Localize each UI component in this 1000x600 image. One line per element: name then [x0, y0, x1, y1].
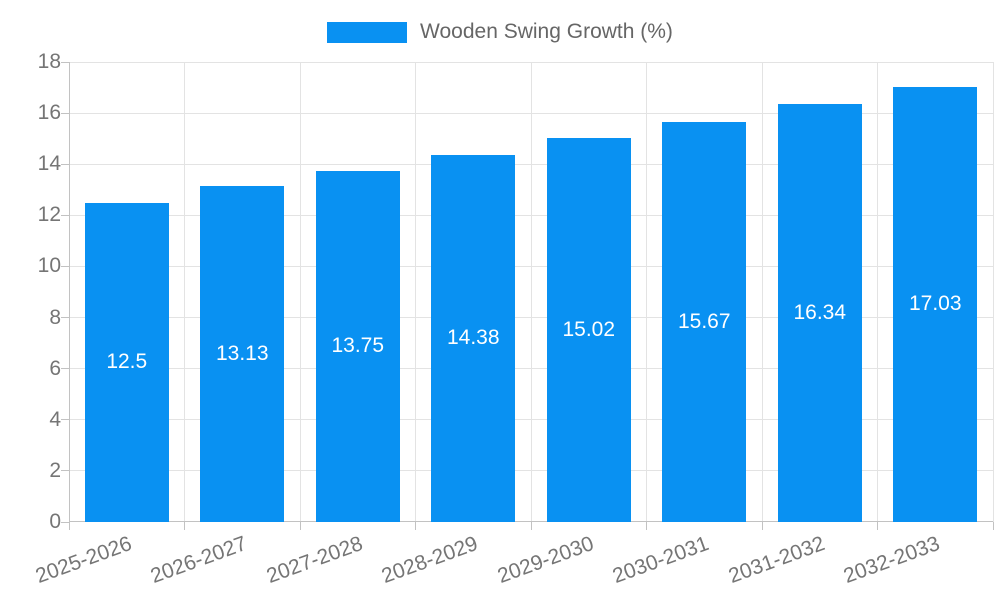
bar-value-label: 13.75: [331, 334, 385, 358]
x-axis-tick-label: 2032-2033: [840, 532, 944, 588]
x-axis-tick-label: 2028-2029: [378, 532, 482, 588]
bar-value-label: 12.5: [106, 350, 148, 374]
legend-color-swatch: [327, 21, 408, 43]
bar[interactable]: [315, 170, 400, 522]
y-axis-tick-label: 12: [37, 203, 61, 227]
bar[interactable]: [200, 186, 285, 522]
x-gridline: [530, 62, 532, 522]
y-axis-tick: [61, 163, 69, 165]
bar[interactable]: [893, 86, 978, 522]
y-axis-tick-label: 2: [49, 458, 61, 482]
x-axis-tick: [415, 522, 416, 530]
x-axis-line: [69, 521, 993, 522]
x-gridline: [761, 62, 763, 522]
x-axis-tick-label: 2027-2028: [263, 532, 366, 588]
x-gridline: [415, 62, 416, 522]
y-axis-tick-label: 10: [37, 254, 61, 278]
bar[interactable]: [431, 154, 516, 522]
y-axis-tick: [61, 470, 69, 472]
bar[interactable]: [777, 104, 862, 522]
x-axis-tick: [68, 522, 70, 530]
bar-value-label: 16.34: [793, 301, 847, 325]
plot-area: 0 2 4 6 8 10 12 14 16 18 12.5 2025-2026 13.13 2026-20…: [32, 50, 994, 588]
y-axis-tick-label: 0: [49, 510, 61, 533]
x-gridline: [184, 62, 185, 522]
bar-value-label: 14.38: [446, 326, 500, 350]
bar[interactable]: [662, 121, 747, 522]
x-gridline: [299, 62, 301, 522]
y-axis-tick: [61, 317, 69, 319]
x-axis-tick: [530, 522, 532, 530]
bar[interactable]: [84, 202, 169, 522]
chart-legend: Wooden Swing Growth (%): [0, 20, 1000, 44]
x-axis-tick-label: 2025-2026: [32, 532, 135, 588]
x-axis-tick: [184, 522, 185, 530]
y-axis-tick: [61, 214, 69, 216]
x-axis-tick: [761, 522, 763, 530]
y-axis-tick-label: 14: [37, 152, 61, 176]
y-axis-tick: [61, 419, 69, 421]
x-gridline: [646, 62, 647, 522]
y-axis-tick-label: 4: [49, 407, 61, 431]
bar-value-label: 17.03: [908, 292, 962, 316]
legend-label: Wooden Swing Growth (%): [420, 20, 673, 43]
y-axis-tick-label: 6: [49, 356, 61, 380]
x-axis-tick: [646, 522, 647, 530]
bar-value-label: 13.13: [215, 342, 269, 366]
bar[interactable]: [546, 138, 631, 522]
legend-item[interactable]: Wooden Swing Growth (%): [327, 20, 673, 44]
y-axis-tick-label: 8: [49, 305, 61, 329]
y-axis-tick-label: 18: [37, 50, 61, 73]
y-axis-tick: [61, 521, 69, 523]
y-axis-tick: [61, 112, 69, 114]
y-axis-tick: [61, 368, 69, 370]
y-axis-tick: [61, 265, 69, 267]
x-axis-tick-label: 2026-2027: [147, 532, 251, 588]
x-axis-tick: [992, 522, 994, 530]
y-axis-line: [69, 62, 70, 522]
x-axis-tick-label: 2030-2031: [609, 532, 713, 588]
x-axis-tick-label: 2029-2030: [494, 532, 597, 588]
y-axis-tick: [61, 61, 69, 63]
x-gridline: [877, 62, 878, 522]
y-axis-tick-label: 16: [37, 101, 61, 125]
x-axis-tick-label: 2031-2032: [725, 532, 828, 588]
x-axis-tick: [877, 522, 878, 530]
bar-value-label: 15.67: [677, 309, 731, 333]
x-gridline: [992, 62, 994, 522]
x-axis-tick: [299, 522, 301, 530]
bar-value-label: 15.02: [562, 318, 616, 342]
